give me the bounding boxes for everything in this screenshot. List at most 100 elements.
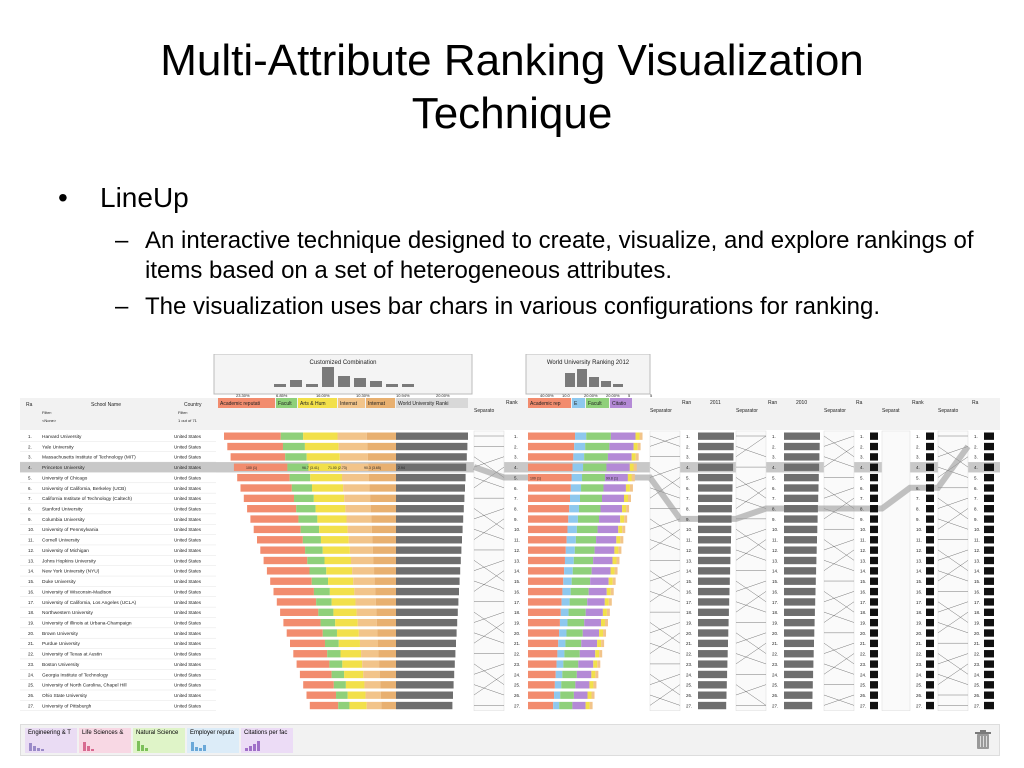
header-histogram-bar: [354, 378, 366, 387]
stacked-bar-segment: [572, 463, 584, 471]
selected-value-label: 71.00 (2.73): [328, 466, 347, 470]
rank-number: 20.: [686, 631, 692, 636]
rank-number: 24.: [686, 672, 692, 677]
rank-bar: [984, 691, 994, 699]
stacked-bar-segment: [338, 701, 350, 710]
table-header-band: [20, 398, 1000, 430]
row-rank: 16.: [28, 589, 34, 594]
stacked-bar-segment: [306, 691, 337, 699]
country-cell: United States: [174, 558, 202, 563]
rank-bar: [926, 681, 934, 689]
dock-item-engineering[interactable]: Engineering & T: [25, 728, 77, 753]
rank-number: 10.: [974, 527, 980, 532]
dock-item-employer[interactable]: Employer reputa: [187, 728, 239, 753]
year-score-bar: [698, 670, 728, 679]
stacked-bar-segment: [576, 525, 598, 534]
year-score-bar: [784, 453, 820, 461]
world-ranking-bar: [396, 546, 462, 554]
stacked-bar-segment: [324, 556, 351, 565]
stacked-bar-segment: [374, 567, 396, 575]
stacked-bar-segment: [628, 494, 631, 503]
row-rank: 17.: [28, 600, 34, 605]
dock-item-label: Citations per fac: [244, 730, 288, 736]
stacked-bar-segment: [599, 650, 603, 658]
stacked-bar-segment: [372, 536, 396, 544]
stacked-bar-segment: [576, 670, 592, 679]
stacked-bar-segment: [574, 442, 586, 451]
rank-number: 17.: [772, 600, 778, 605]
rank-number: 4.: [974, 465, 978, 470]
rank-number: 23.: [772, 662, 778, 667]
rank-bar: [984, 670, 994, 679]
rank-number: 10.: [860, 527, 866, 532]
rank-bar: [870, 484, 878, 492]
row-rank: 7.: [28, 496, 32, 501]
dock-item-natural-science[interactable]: Natural Science: [133, 728, 185, 753]
dock-item-life-sciences[interactable]: Life Sciences &: [79, 728, 131, 753]
rank-number: 2.: [514, 444, 518, 449]
column-header-cell: [218, 398, 275, 408]
header-histogram-bar: [386, 384, 398, 387]
stacked-bar-segment: [581, 484, 604, 492]
year-score-bar: [698, 505, 732, 513]
stacked-bar-segment: [528, 432, 576, 440]
stacked-bar-segment: [612, 556, 617, 565]
weight-percent: 20.00%: [584, 393, 598, 398]
rank-number: 13.: [860, 558, 866, 563]
stacked-bar-segment: [622, 505, 627, 513]
stacked-bar-segment: [372, 546, 396, 554]
stacked-bar-segment: [528, 515, 569, 523]
rank-number: 18.: [860, 610, 866, 615]
rank-change-line: [937, 466, 969, 478]
stacked-bar-segment: [280, 432, 304, 440]
rank-bar: [984, 567, 994, 575]
rank-change-line: [937, 653, 969, 665]
stacked-bar-segment: [570, 494, 580, 503]
stacked-bar-segment: [582, 629, 600, 637]
rank-change-line: [649, 518, 681, 530]
rank-bar: [926, 515, 934, 523]
stacked-bar-segment: [303, 681, 334, 689]
rank-change-line: [735, 549, 767, 561]
year-score-bar: [698, 587, 730, 596]
rank-change-line: [649, 539, 681, 551]
stacked-bar-segment: [600, 618, 605, 627]
stacked-bar-segment: [364, 681, 381, 689]
stacked-bar-segment: [356, 608, 377, 616]
rank-change-line: [649, 466, 681, 478]
stacked-bar-segment: [629, 463, 634, 471]
rank-number: 1.: [916, 434, 920, 439]
country-cell: United States: [174, 538, 202, 543]
stacked-bar-segment: [573, 453, 585, 461]
stacked-bar-segment: [528, 618, 560, 627]
rank-number: 22.: [686, 652, 692, 657]
weight-percent: 10.94%: [396, 393, 410, 398]
rank-change-line: [937, 611, 969, 634]
stacked-bar-segment: [637, 442, 641, 451]
stacked-bar-segment: [558, 639, 566, 648]
rank-bar: [926, 536, 934, 544]
country-cell: United States: [174, 662, 202, 667]
dock-item-citations[interactable]: Citations per fac: [241, 728, 293, 753]
rank-number: 25.: [772, 683, 778, 688]
stacked-bar-segment: [614, 567, 618, 575]
row-rank: 13.: [28, 558, 34, 563]
row-rank: 14.: [28, 569, 34, 574]
year-score-bar: [784, 650, 814, 658]
stacked-bar-segment: [337, 432, 367, 440]
rank-number: 25.: [686, 683, 692, 688]
trash-icon[interactable]: [975, 730, 991, 750]
rank-bar: [870, 670, 878, 679]
rank-bar: [870, 536, 878, 544]
rank-number: 23.: [514, 662, 520, 667]
rank-bar: [870, 587, 878, 596]
rank-number: 8.: [974, 507, 978, 512]
stacked-bar-segment: [579, 650, 596, 658]
weight-percent: 5: [650, 393, 653, 398]
rank-bar: [926, 701, 934, 710]
rank-number: 6.: [772, 486, 776, 491]
stacked-bar-segment: [290, 639, 325, 648]
stacked-bar-segment: [355, 598, 376, 606]
rank-number: 15.: [514, 579, 520, 584]
rank-number: 7.: [514, 496, 518, 501]
